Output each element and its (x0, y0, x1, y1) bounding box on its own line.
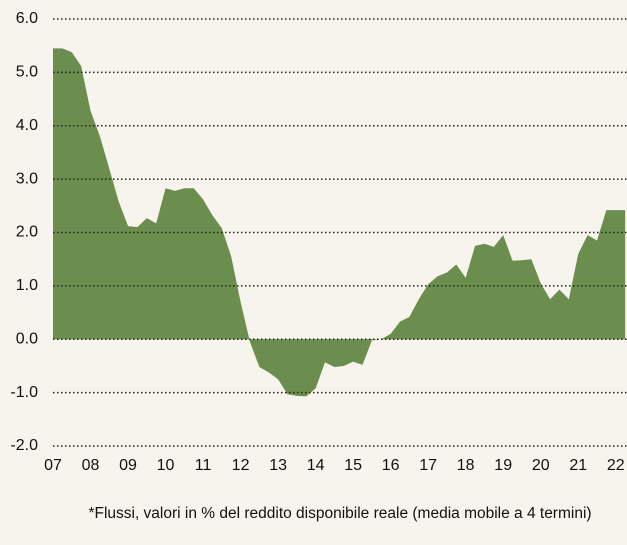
x-tick-label: 21 (569, 457, 587, 474)
y-tick-label: 3.0 (16, 170, 38, 187)
x-tick-label: 09 (119, 457, 137, 474)
footnote: *Flussi, valori in % del reddito disponi… (88, 505, 592, 522)
y-tick-label: 6.0 (16, 10, 38, 27)
x-tick-label: 12 (232, 457, 250, 474)
x-tick-label: 08 (82, 457, 100, 474)
y-tick-label: 4.0 (16, 117, 38, 134)
y-tick-label: -2.0 (10, 437, 38, 454)
y-tick-label: 0.0 (16, 330, 38, 347)
x-tick-label: 14 (307, 457, 325, 474)
x-tick-label: 19 (494, 457, 512, 474)
x-tick-label: 20 (532, 457, 550, 474)
y-tick-label: -1.0 (10, 384, 38, 401)
x-tick-label: 17 (419, 457, 437, 474)
x-tick-label: 18 (457, 457, 475, 474)
chart: -2.0 -1.0 0.0 1.0 2.0 3.0 4.0 5.0 6.0 07 08 09 10 11 1… (10, 10, 627, 474)
x-tick-label: 13 (269, 457, 287, 474)
x-tick-label: 11 (195, 457, 212, 474)
area (53, 48, 626, 397)
x-tick-label: 07 (44, 457, 62, 474)
x-tick-label: 16 (382, 457, 400, 474)
x-tick-label: 10 (157, 457, 175, 474)
x-tick-label: 22 (607, 457, 625, 474)
y-tick-label: 1.0 (16, 277, 38, 294)
x-tick-label: 15 (344, 457, 362, 474)
y-tick-label: 2.0 (16, 224, 38, 241)
y-tick-label: 5.0 (16, 64, 38, 81)
